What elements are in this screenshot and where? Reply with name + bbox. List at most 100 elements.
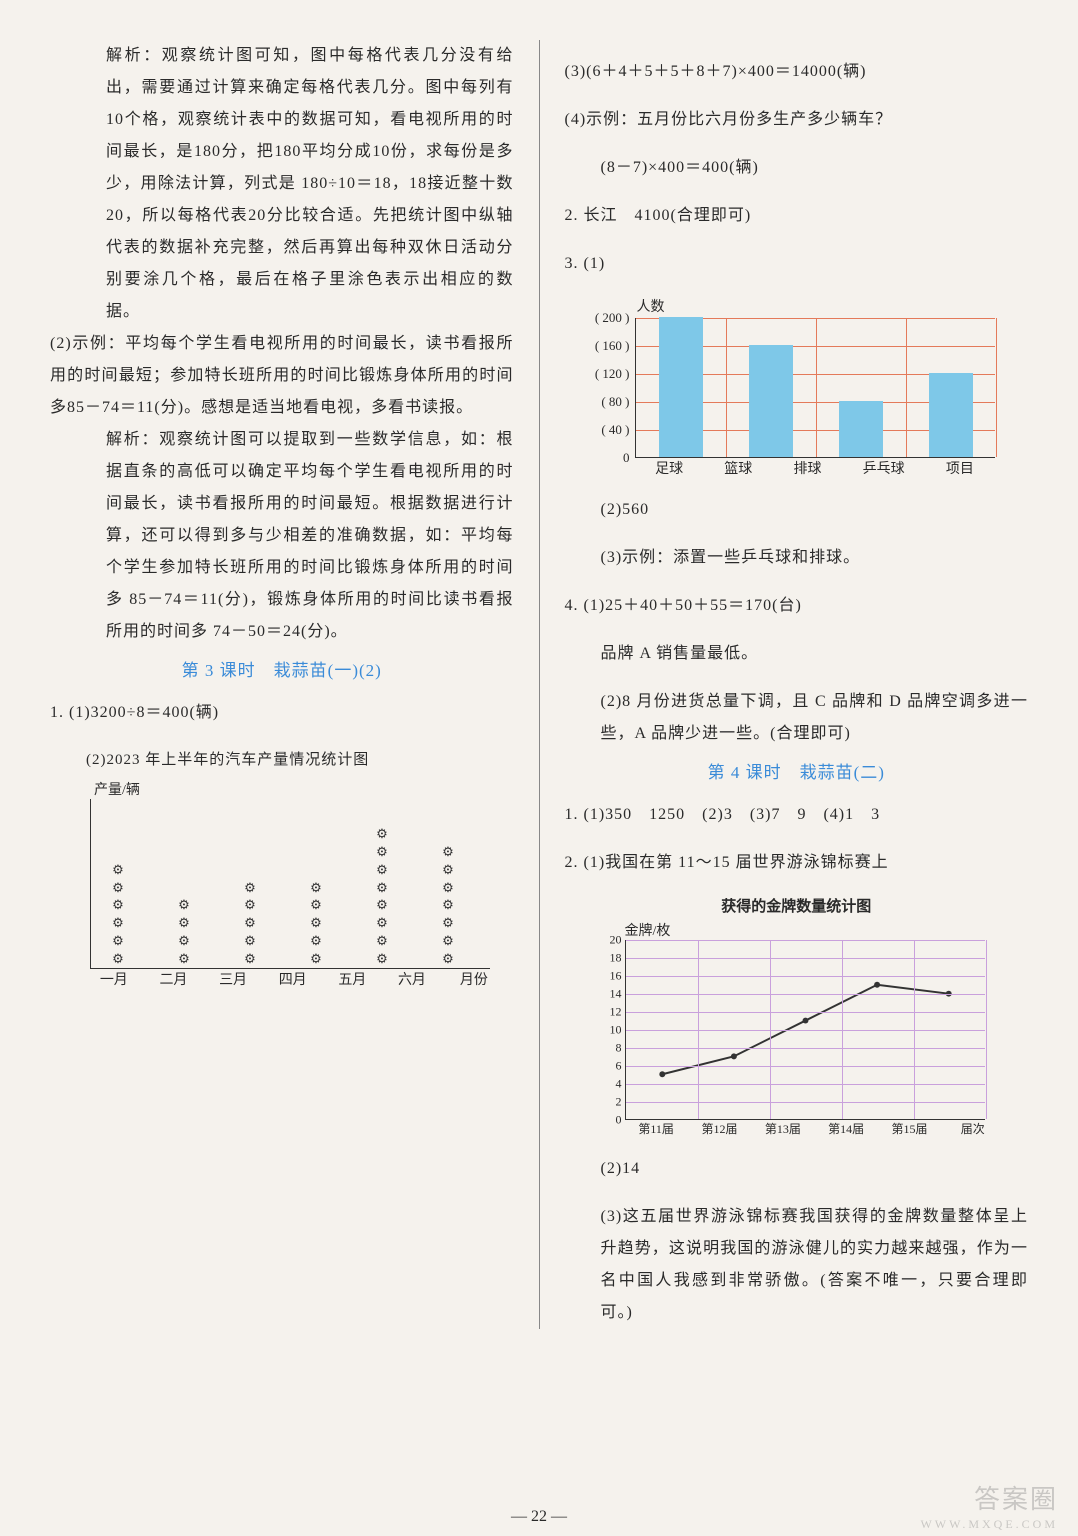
picto-x-title: 月份 (454, 969, 490, 989)
r-l11: (3)这五届世界游泳锦标赛我国获得的金牌数量整体呈上升趋势，这说明我国的游泳健儿… (565, 1201, 1029, 1329)
linechart-ytick: 8 (596, 1041, 622, 1056)
q1-1: 1. (1)3200÷8＝400(辆) (50, 697, 514, 729)
r-l10: (2)14 (565, 1153, 1029, 1185)
picto-icon: ⚙ (112, 897, 124, 914)
gold-medal-line-chart: 金牌/枚 02468101214161820 第11届第12届第13届第14届第… (585, 920, 1005, 1137)
linechart-ytick: 6 (596, 1059, 622, 1074)
barchart-ytick: ( 200 ) (578, 310, 630, 326)
picto-column: ⚙⚙⚙⚙⚙⚙⚙ (427, 844, 469, 968)
q1-2-title: (2)2023 年上半年的汽车产量情况统计图 (50, 745, 514, 775)
section-3-title: 第 3 课时 栽蒜苗(一)(2) (50, 656, 514, 681)
picto-icon: ⚙ (310, 880, 322, 897)
r-q2-label: 2. (1)我国在第 11～15 届世界游泳锦标赛上 (565, 847, 1029, 879)
r-q2-title2: 获得的金牌数量统计图 (565, 895, 1029, 916)
r-l3: (8－7)×400＝400(辆) (565, 152, 1029, 184)
picto-column: ⚙⚙⚙⚙⚙⚙⚙⚙ (361, 826, 403, 968)
picto-icon: ⚙ (112, 951, 124, 968)
r-l6: (3)示例：添置一些乒乓球和排球。 (565, 542, 1029, 574)
picto-icon: ⚙ (442, 862, 454, 879)
barchart-y-title: 人数 (637, 296, 1015, 316)
linechart-ytick: 20 (596, 933, 622, 948)
picto-icon: ⚙ (244, 933, 256, 950)
picto-icon: ⚙ (310, 897, 322, 914)
picto-month-label: 一月 (96, 969, 132, 989)
car-pictograph: 产量/辆 ⚙⚙⚙⚙⚙⚙⚙⚙⚙⚙⚙⚙⚙⚙⚙⚙⚙⚙⚙⚙⚙⚙⚙⚙⚙⚙⚙⚙⚙⚙⚙⚙⚙⚙⚙… (90, 779, 490, 989)
linechart-y-title: 金牌/枚 (625, 920, 1005, 940)
picto-icon: ⚙ (442, 880, 454, 897)
linechart-area: 02468101214161820 (625, 940, 985, 1120)
picto-icon: ⚙ (376, 826, 388, 843)
linechart-ytick: 16 (596, 969, 622, 984)
r-q3-label: 3. (1) (565, 248, 1029, 280)
picto-icon: ⚙ (112, 880, 124, 897)
right-column: (3)(6＋4＋5＋5＋8＋7)×400＝14000(辆) (4)示例：五月份比… (565, 40, 1029, 1329)
people-bar-chart: 人数 0( 40 )( 80 )( 120 )( 160 )( 200 ) 足球… (575, 296, 1015, 478)
picto-icon: ⚙ (112, 915, 124, 932)
linechart-ytick: 14 (596, 987, 622, 1002)
linechart-x-label: 第11届 (625, 1120, 688, 1137)
barchart-ytick: ( 120 ) (578, 366, 630, 382)
barchart-x-label: 乒乓球 (863, 458, 905, 478)
linechart-x-title: 届次 (941, 1120, 1004, 1137)
barchart-ytick: ( 40 ) (578, 422, 630, 438)
picto-icon: ⚙ (112, 862, 124, 879)
picto-icon: ⚙ (178, 951, 190, 968)
picto-icon: ⚙ (376, 844, 388, 861)
picto-icon: ⚙ (376, 862, 388, 879)
picto-icon: ⚙ (244, 951, 256, 968)
picto-x-labels: 一月二月三月四月五月六月月份 (90, 969, 490, 989)
watermark: 答案圈 (974, 1479, 1058, 1516)
barchart-area: 0( 40 )( 80 )( 120 )( 160 )( 200 ) (635, 318, 995, 458)
picto-icon: ⚙ (376, 880, 388, 897)
barchart-x-title: 项目 (946, 458, 974, 478)
linechart-x-label: 第14届 (814, 1120, 877, 1137)
r-l9: (2)8 月份进货总量下调，且 C 品牌和 D 品牌空调多进一些，A 品牌少进一… (565, 686, 1029, 750)
barchart-x-label: 排球 (793, 458, 821, 478)
linechart-ytick: 12 (596, 1005, 622, 1020)
q2-example: (2)示例：平均每个学生看电视所用的时间最长，读书看报所用的时间最短；参加特长班… (50, 328, 514, 424)
picto-icon: ⚙ (310, 933, 322, 950)
picto-icon: ⚙ (442, 951, 454, 968)
linechart-ytick: 0 (596, 1113, 622, 1128)
picto-body: ⚙⚙⚙⚙⚙⚙⚙⚙⚙⚙⚙⚙⚙⚙⚙⚙⚙⚙⚙⚙⚙⚙⚙⚙⚙⚙⚙⚙⚙⚙⚙⚙⚙⚙⚙ (90, 799, 490, 969)
picto-icon: ⚙ (178, 933, 190, 950)
picto-month-label: 四月 (275, 969, 311, 989)
picto-column: ⚙⚙⚙⚙⚙ (295, 880, 337, 968)
barchart-bar (749, 345, 793, 457)
q2-label: (2)示例： (50, 335, 125, 352)
r-l5: (2)560 (565, 494, 1029, 526)
barchart-bar (659, 317, 703, 457)
r-l7: 4. (1)25＋40＋50＋55＝170(台) (565, 590, 1029, 622)
linechart-x-label: 第12届 (688, 1120, 751, 1137)
column-divider (539, 40, 540, 1329)
picto-icon: ⚙ (178, 897, 190, 914)
r-q1: 1. (1)350 1250 (2)3 (3)7 9 (4)1 3 (565, 799, 1029, 831)
picto-column: ⚙⚙⚙⚙⚙ (229, 880, 271, 968)
picto-icon: ⚙ (244, 897, 256, 914)
picto-icon: ⚙ (376, 897, 388, 914)
picto-icon: ⚙ (244, 880, 256, 897)
r-l1: (3)(6＋4＋5＋5＋8＋7)×400＝14000(辆) (565, 56, 1029, 88)
picto-y-title: 产量/辆 (94, 779, 490, 799)
r-l2: (4)示例：五月份比六月份多生产多少辆车？ (565, 104, 1029, 136)
picto-month-label: 五月 (335, 969, 371, 989)
picto-month-label: 三月 (215, 969, 251, 989)
linechart-ytick: 2 (596, 1095, 622, 1110)
picto-icon: ⚙ (310, 951, 322, 968)
picto-icon: ⚙ (442, 915, 454, 932)
barchart-x-label: 足球 (655, 458, 683, 478)
picto-column: ⚙⚙⚙⚙⚙⚙ (97, 862, 139, 968)
picto-icon: ⚙ (244, 915, 256, 932)
page-number: — 22 — (511, 1508, 567, 1526)
barchart-x-label: 篮球 (724, 458, 752, 478)
linechart-ytick: 4 (596, 1077, 622, 1092)
linechart-ytick: 18 (596, 951, 622, 966)
picto-icon: ⚙ (178, 915, 190, 932)
left-column: 解析：观察统计图可知，图中每格代表几分没有给出，需要通过计算来确定每格代表几分。… (50, 40, 514, 1329)
barchart-ytick: 0 (578, 450, 630, 466)
r-l8: 品牌 A 销售量最低。 (565, 638, 1029, 670)
analysis-2: 解析：观察统计图可以提取到一些数学信息，如：根据直条的高低可以确定平均每个学生看… (50, 424, 514, 648)
barchart-ytick: ( 80 ) (578, 394, 630, 410)
barchart-x-labels: 足球 篮球 排球 乒乓球 项目 (635, 458, 995, 478)
picto-icon: ⚙ (310, 915, 322, 932)
